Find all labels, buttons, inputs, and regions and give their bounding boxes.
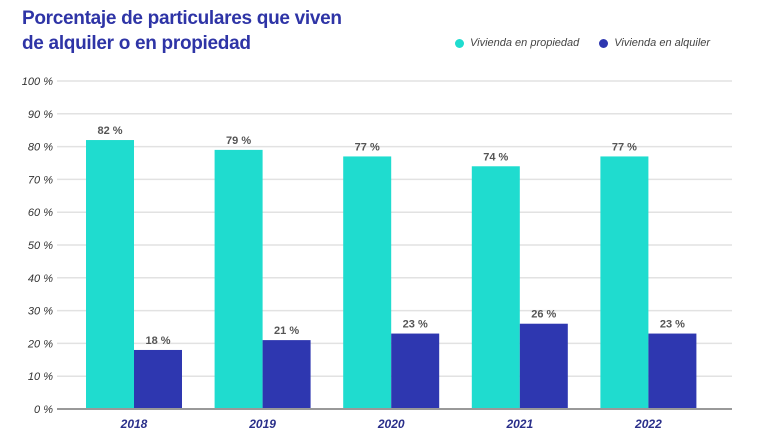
title-line-1: Porcentaje de particulares que viven (22, 8, 342, 29)
data-label: 77 % (612, 141, 637, 153)
y-tick-label: 50 % (28, 240, 53, 252)
bar-alquiler-2020 (391, 333, 440, 409)
y-tick-label: 30 % (28, 306, 53, 318)
y-tick-label: 0 % (34, 404, 53, 416)
bar-propiedad-2019 (214, 149, 263, 409)
bar-alquiler-2018 (134, 349, 182, 409)
legend-label-alquiler: Vivienda en alquiler (614, 37, 711, 49)
legend-dot-propiedad-icon (455, 38, 464, 48)
data-label: 18 % (145, 335, 170, 347)
bar-propiedad-2018 (86, 140, 134, 410)
y-tick-label: 80 % (28, 142, 53, 154)
data-label: 23 % (660, 319, 685, 331)
bar-alquiler-2022 (648, 333, 697, 409)
bar-propiedad-2021 (471, 166, 520, 409)
data-label: 79 % (226, 135, 251, 147)
y-tick-label: 20 % (27, 338, 53, 350)
legend-item-propiedad: Vivienda en propiedad (455, 37, 579, 49)
y-tick-label: 10 % (28, 371, 53, 383)
title-line-2: de alquiler o en propiedad (22, 33, 251, 54)
y-tick-label: 60 % (28, 207, 53, 219)
y-tick-label: 70 % (28, 174, 53, 186)
data-label: 77 % (355, 141, 380, 153)
bar-alquiler-2019 (262, 340, 311, 409)
y-tick-label: 40 % (28, 273, 53, 285)
y-tick-label: 90 % (28, 109, 53, 121)
legend-item-alquiler: Vivienda en alquiler (599, 37, 710, 49)
x-tick-label: 2022 (634, 417, 662, 431)
data-label: 21 % (274, 325, 299, 337)
legend-label-propiedad: Vivienda en propiedad (470, 37, 580, 49)
x-tick-label: 2020 (377, 417, 405, 431)
x-tick-label: 2018 (120, 417, 148, 431)
bar-propiedad-2022 (600, 156, 649, 409)
chart-title: Porcentaje de particulares que viven de … (22, 6, 342, 56)
x-tick-label: 2021 (505, 417, 533, 431)
y-tick-label: 100 % (22, 76, 53, 88)
legend: Vivienda en propiedad Vivienda en alquil… (455, 37, 710, 49)
legend-dot-alquiler-icon (599, 38, 609, 48)
x-tick-label: 2019 (248, 417, 276, 431)
bar-alquiler-2021 (519, 323, 568, 409)
data-label: 26 % (531, 309, 556, 321)
data-label: 82 % (97, 125, 122, 137)
data-label: 74 % (483, 151, 508, 163)
data-label: 23 % (403, 319, 428, 331)
bar-propiedad-2020 (343, 156, 392, 409)
